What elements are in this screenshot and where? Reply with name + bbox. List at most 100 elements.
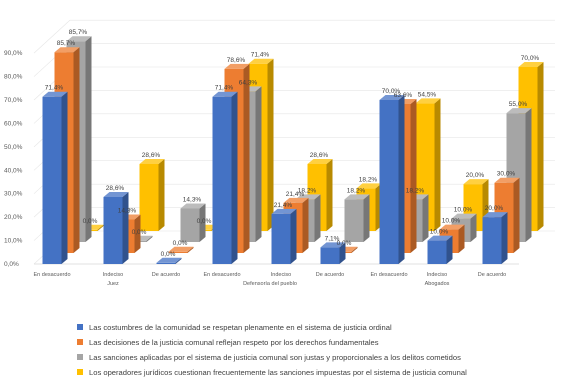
category-label: En desacuerdo <box>34 272 71 278</box>
bar-top-face <box>506 108 532 114</box>
bar-side-face <box>458 224 465 253</box>
category-label: De acuerdo <box>152 272 180 278</box>
legend-label: Las decisiones de la justicia comunal re… <box>89 338 379 347</box>
bar-top-face <box>451 213 477 219</box>
data-label: 10,0% <box>454 207 473 214</box>
bar-side-face <box>339 242 346 264</box>
bar <box>156 257 182 264</box>
data-label: 63,6% <box>394 92 413 99</box>
category-label: Indeciso <box>427 272 448 278</box>
group-label: Juez <box>107 281 119 287</box>
data-label: 54,5% <box>418 91 437 98</box>
bar <box>139 158 165 231</box>
bar-side-face <box>122 191 129 264</box>
data-label: 70,0% <box>521 55 540 62</box>
y-tick-label: 90,0% <box>4 50 23 57</box>
bar-top-face <box>494 177 520 183</box>
bar-side-face <box>290 208 297 264</box>
category-label: Indeciso <box>271 272 292 278</box>
bar-side-face <box>199 203 206 242</box>
y-tick-label: 40,0% <box>4 167 23 174</box>
bar-side-face <box>187 246 194 253</box>
bar-top-face <box>180 203 206 209</box>
data-label: 85,7% <box>57 40 76 47</box>
bar-top-face <box>379 95 405 100</box>
category-labels: En desacuerdo Indeciso De acuerdo Juez En de… <box>34 272 507 287</box>
bar-side-face <box>314 194 321 242</box>
data-label: 21,4% <box>286 191 305 198</box>
bar-top-face <box>156 257 182 263</box>
bar-front-face <box>103 196 123 264</box>
legend-item: Las sanciones aplicadas por el sistema d… <box>77 353 461 362</box>
legend-item: Los operadores jurídicos cuestionan frec… <box>77 368 467 377</box>
data-label: 14,3% <box>118 207 137 214</box>
data-label: 18,2% <box>298 187 317 194</box>
bar-front-face <box>42 96 62 264</box>
data-label: 55,0% <box>509 101 528 108</box>
data-label: 0,0% <box>161 251 176 258</box>
y-tick-label: 70,0% <box>4 97 23 104</box>
y-axis-ticks: 0,0% 10,0% 20,0% 30,0% 40,0% 50,0% 60,0% 70,0% 8… <box>4 50 23 268</box>
bar-top-face <box>42 91 68 97</box>
bar-top-face <box>463 179 489 185</box>
bar-front-face <box>320 247 340 264</box>
bar-side-face <box>525 108 532 243</box>
data-label: 85,7% <box>69 29 88 36</box>
bar-top-face <box>212 91 238 97</box>
bars <box>42 36 544 264</box>
data-label: 0,0% <box>173 240 188 247</box>
bar <box>168 246 194 253</box>
data-label: 30,0% <box>497 171 516 178</box>
bar-front-face <box>482 217 502 264</box>
bar-top-face <box>307 158 333 164</box>
bar-side-face <box>175 257 182 264</box>
data-labels: 0,0% 28,6% 0,0% 71,4% 28,6% 18,2% 54,5% 20,0% 70… <box>45 29 540 258</box>
data-label: 64,3% <box>239 79 258 86</box>
legend-swatch <box>77 339 83 345</box>
bar-side-face <box>302 197 309 253</box>
bar-side-face <box>326 158 333 231</box>
bar <box>427 235 453 264</box>
bar <box>379 95 405 264</box>
group-label: Defensoría del pueblo <box>243 281 297 287</box>
bar-side-face <box>537 62 544 231</box>
bar-top-face <box>427 235 453 241</box>
legend: Las costumbres de la comunidad se respet… <box>77 323 467 377</box>
bar-top-face <box>482 212 508 218</box>
y-tick-label: 50,0% <box>4 144 23 151</box>
bar-front-face <box>139 163 159 231</box>
bar-top-face <box>271 208 297 214</box>
bar-side-face <box>434 98 441 231</box>
data-label: 18,2% <box>406 187 425 194</box>
bar-side-face <box>73 47 80 253</box>
data-label: 28,6% <box>106 185 125 192</box>
y-tick-label: 20,0% <box>4 214 23 221</box>
bar-top-face <box>168 246 194 252</box>
bar-top-face <box>248 58 274 64</box>
bar-top-face <box>356 183 382 189</box>
data-label: 78,6% <box>227 57 246 64</box>
data-label: 28,6% <box>142 152 161 159</box>
category-label: De acuerdo <box>478 272 506 278</box>
bar-side-face <box>146 235 153 242</box>
bar <box>180 203 206 242</box>
bar-side-face <box>255 86 262 243</box>
data-label: 20,0% <box>485 205 504 212</box>
bar <box>320 242 346 264</box>
bar-top-face <box>439 224 465 230</box>
bar-side-face <box>410 98 417 253</box>
data-label: 7,1% <box>325 235 340 242</box>
data-label: 0,0% <box>132 229 147 236</box>
bar-side-face <box>231 91 238 264</box>
category-label: Indeciso <box>103 272 124 278</box>
category-label: De acuerdo <box>316 272 344 278</box>
data-label: 0,0% <box>337 240 352 247</box>
bar-front-face <box>344 199 364 242</box>
y-tick-label: 60,0% <box>4 120 23 127</box>
bar-top-face <box>518 62 544 67</box>
legend-swatch <box>77 354 83 360</box>
gridline-depth <box>33 19 71 54</box>
legend-item: Las costumbres de la comunidad se respet… <box>77 323 392 332</box>
